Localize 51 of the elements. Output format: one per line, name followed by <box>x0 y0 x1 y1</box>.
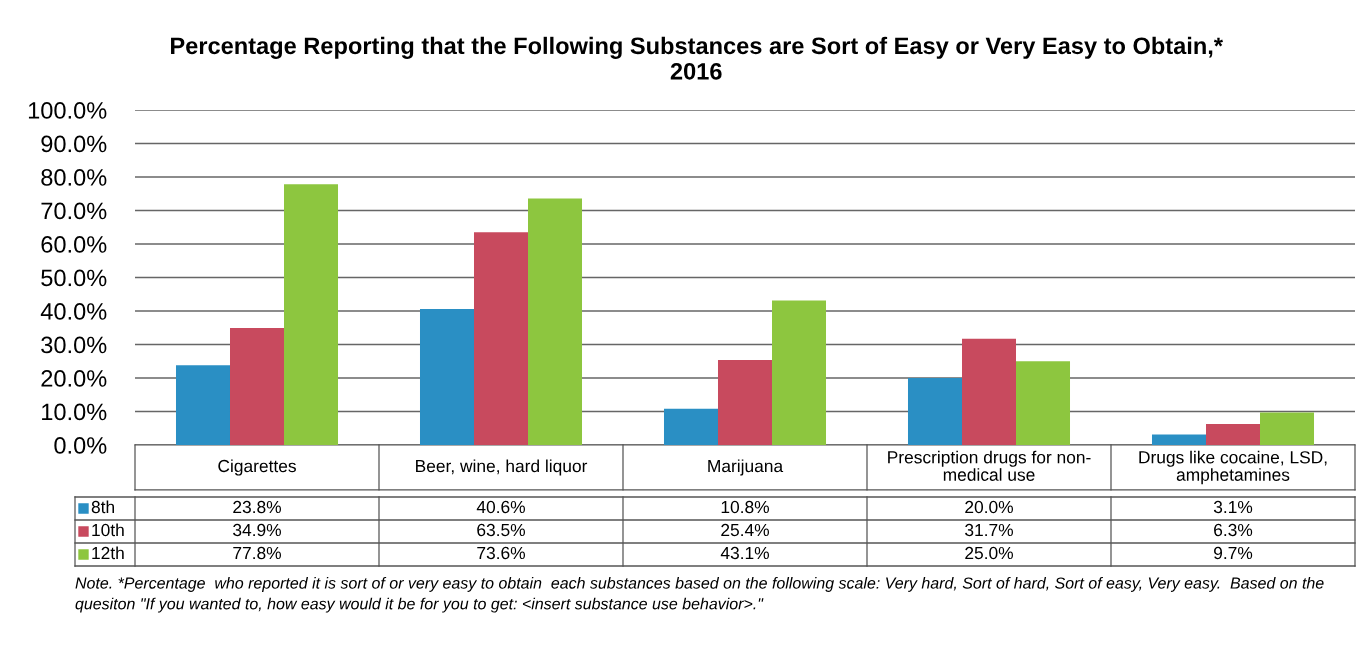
x-tick-label: Cigarettes <box>218 459 296 476</box>
data-label: 77.8% <box>233 546 281 560</box>
data-label: 9.7% <box>1214 546 1253 560</box>
data-label: 31.7% <box>965 523 1013 537</box>
data-label: 40.6% <box>476 500 525 514</box>
bar <box>718 359 772 445</box>
y-tick-label: 0.0% <box>54 437 107 454</box>
legend-label: 12th <box>92 546 124 560</box>
data-label: 63.5% <box>477 523 525 537</box>
chart-title: Percentage Reporting that the Following Substances are Sort of Easy or Very Easy to Obtain,* 2016 <box>171 36 1223 80</box>
y-tick-label: 80.0% <box>41 169 107 186</box>
x-tick-label: Marijuana <box>708 459 784 476</box>
legend-label: 10th <box>92 523 124 537</box>
y-tick-label: 10.0% <box>42 403 107 421</box>
bar <box>663 408 718 445</box>
y-tick-label: 90.0% <box>41 135 107 153</box>
bar <box>474 232 528 445</box>
data-label: 25.4% <box>721 523 769 537</box>
x-tick-label: Prescription drugs for non- medical use <box>888 450 1091 481</box>
bar <box>772 300 827 445</box>
bar <box>284 184 339 445</box>
text: Note. *Percentage who reported it is sort of or very easy to obtain each substances based on the following scale: Very hard, Sort of hard, Sort of easy, Very easy. Based on the quesiton "If you wanted to, how easy would it be for you to get: <insert substance use behavior>." <box>75 577 1324 613</box>
bar <box>1206 423 1260 445</box>
y-tick-label: 20.0% <box>41 370 107 387</box>
data-label: 3.1% <box>1213 500 1253 514</box>
y-tick-label: 100.0% <box>28 102 107 119</box>
bar <box>1151 434 1206 445</box>
x-tick-label: Drugs like cocaine, LSD, amphetamines <box>1139 450 1327 485</box>
data-label: 23.8% <box>233 500 281 514</box>
y-tick-label: 30.0% <box>41 336 107 354</box>
data-label: 25.0% <box>965 546 1013 560</box>
bar <box>1016 361 1071 445</box>
data-label: 6.3% <box>1214 523 1253 537</box>
data-label: 20.0% <box>965 500 1013 514</box>
bar <box>962 338 1016 445</box>
y-tick-label: 40.0% <box>40 303 107 320</box>
bar <box>1260 412 1315 445</box>
data-label: 73.6% <box>477 546 525 560</box>
data-label: 34.9% <box>233 523 281 537</box>
y-tick-label: 70.0% <box>41 202 107 220</box>
y-tick-label: 50.0% <box>41 269 107 287</box>
x-tick-label: Beer, wine, hard liquor <box>416 459 588 476</box>
bar <box>907 378 962 445</box>
bar <box>419 308 474 445</box>
data-label: 43.1% <box>720 546 769 560</box>
bar <box>230 328 284 445</box>
bar <box>528 198 583 445</box>
y-tick-label: 60.0% <box>41 236 107 253</box>
legend-label: 8th <box>91 500 115 514</box>
data-label: 10.8% <box>721 500 769 514</box>
bar <box>175 365 230 445</box>
